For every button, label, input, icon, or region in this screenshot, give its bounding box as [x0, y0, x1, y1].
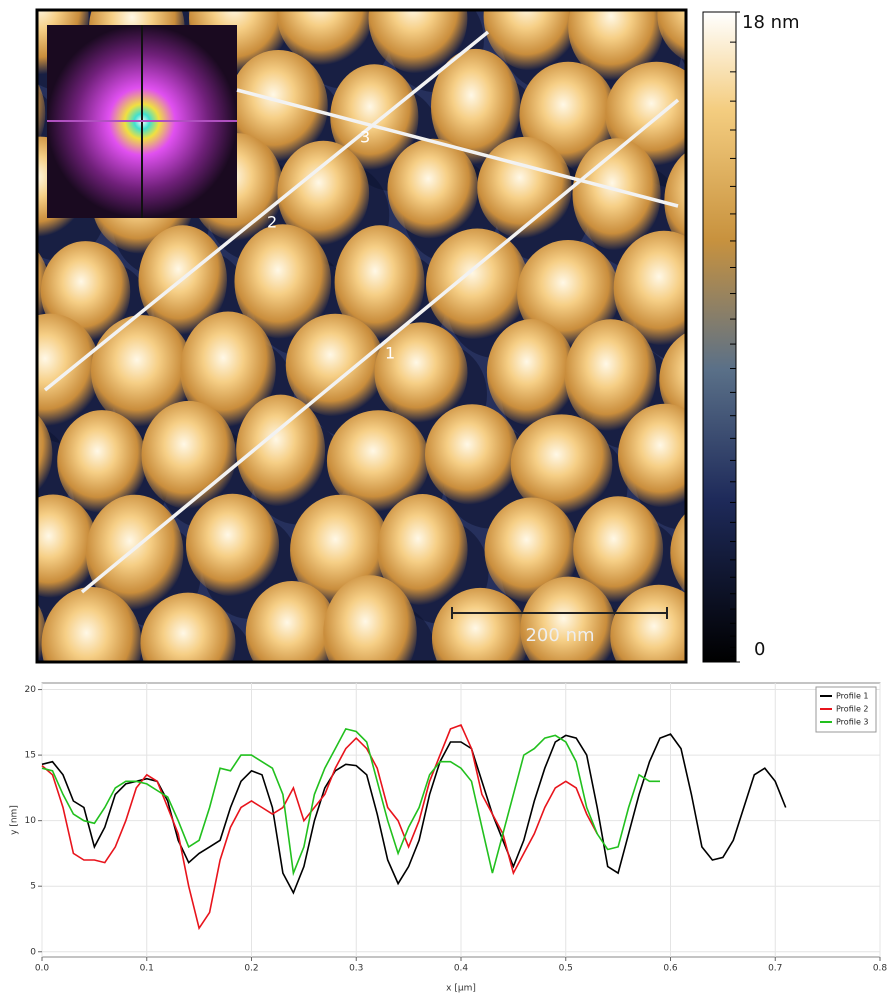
grain [618, 404, 712, 508]
x-tick-label: 0.3 [349, 964, 363, 974]
y-tick-label: 0 [30, 947, 36, 957]
line-label: 1 [385, 344, 395, 363]
grain [477, 137, 571, 239]
scale-bar-label: 200 nm [525, 625, 594, 646]
grain [0, 309, 3, 418]
grain [186, 494, 279, 597]
grain [0, 147, 1, 260]
grain [8, 495, 97, 598]
grain [432, 588, 529, 689]
y-axis-label: y [nm] [10, 805, 20, 835]
grain [141, 401, 235, 509]
legend-label: Profile 2 [836, 705, 869, 714]
x-axis-label: x [µm] [446, 984, 476, 994]
shadow [67, 0, 163, 4]
grain [323, 575, 417, 691]
line-label: 2 [267, 213, 277, 232]
x-tick-label: 0.0 [35, 964, 50, 974]
grain [426, 229, 529, 340]
shadow [0, 173, 21, 277]
page: 1 2 3 200 nm 0.0 0.1 0.2 0.3 0.4 0.5 0.6 0.7 0.8… [0, 0, 889, 995]
y-tick-label: 20 [25, 685, 37, 695]
legend-label: Profile 3 [836, 718, 869, 727]
shadow [437, 0, 533, 5]
legend-label: Profile 1 [836, 692, 869, 701]
y-tick-label: 10 [25, 816, 37, 826]
grain [487, 319, 576, 425]
colorbar [703, 12, 736, 662]
x-tick-label: 0.4 [454, 964, 469, 974]
x-tick-label: 0.7 [768, 964, 782, 974]
grain [0, 499, 7, 614]
grain [610, 585, 707, 688]
x-tick-label: 0.8 [873, 964, 888, 974]
shadow [0, 0, 19, 91]
y-tick-label: 15 [25, 751, 36, 761]
colorbar-label: 18 nm [742, 12, 800, 33]
grain [387, 139, 478, 239]
grain [0, 314, 100, 427]
fft-inset [47, 25, 237, 218]
grain [236, 395, 325, 507]
grain [572, 138, 660, 250]
profile-chart: 0.0 0.1 0.2 0.3 0.4 0.5 0.6 0.7 0.8 0 5 10 15 20 x [µm… [10, 683, 888, 994]
grain [140, 593, 235, 694]
shadow [0, 0, 65, 6]
colorbar-label: 0 [754, 639, 765, 660]
grain [425, 404, 519, 505]
x-tick-label: 0.1 [140, 964, 154, 974]
x-tick-label: 0.6 [663, 964, 678, 974]
shadow [0, 527, 26, 631]
line-label: 3 [360, 128, 370, 147]
shadow [0, 334, 17, 438]
y-tick-label: 5 [30, 882, 36, 892]
x-tick-label: 0.5 [559, 964, 573, 974]
shadow [538, 0, 634, 7]
x-tick-label: 0.2 [244, 964, 258, 974]
shadow [730, 264, 826, 368]
shadow [734, 430, 830, 534]
